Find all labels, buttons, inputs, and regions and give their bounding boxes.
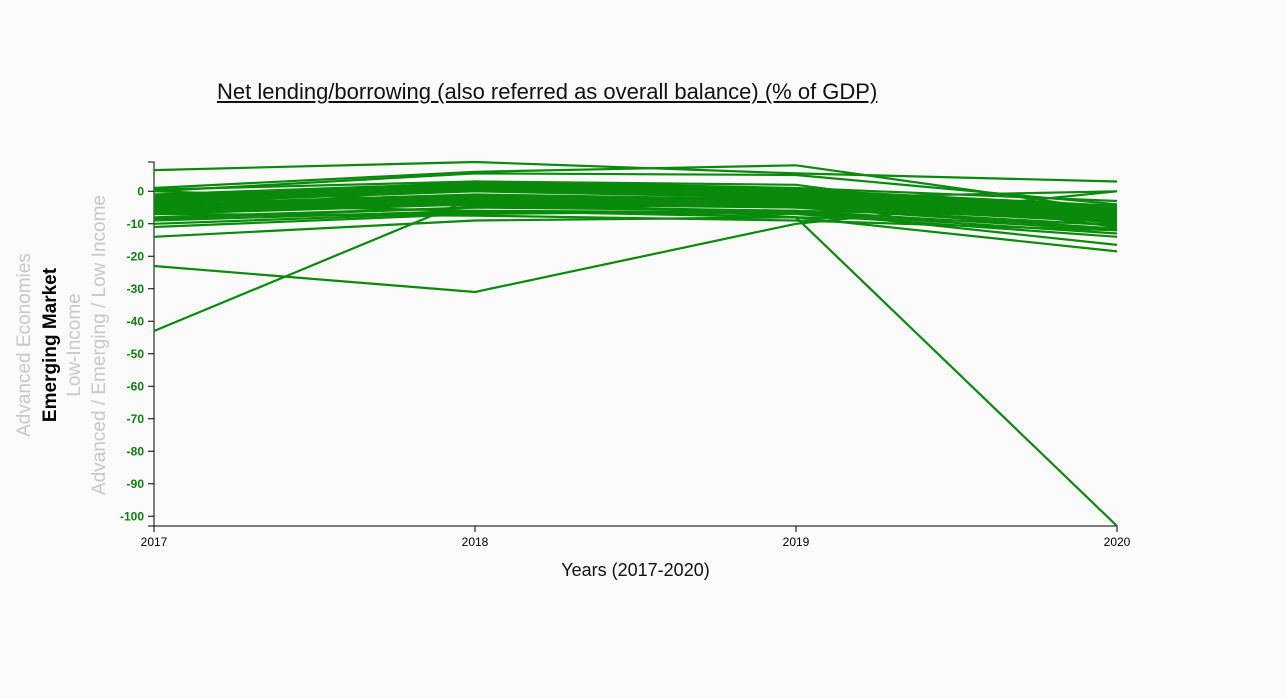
series-line-3 (153, 172, 1118, 206)
series-line-22 (153, 185, 1118, 211)
y-tick-label: -100 (120, 509, 144, 523)
series-line-23 (153, 183, 1118, 209)
y-tick-label: -60 (127, 379, 145, 393)
y-tick-label: -80 (127, 444, 145, 458)
x-axis-line (153, 525, 1118, 532)
series-line-1 (153, 160, 1118, 183)
y-option-advanced-economies[interactable]: Advanced Economies (14, 253, 35, 437)
y-tick-label: -70 (127, 412, 145, 426)
chart-title: Net lending/borrowing (also referred as … (217, 79, 878, 104)
y-tick-label: -20 (127, 249, 145, 263)
x-tick-label: 2017 (141, 535, 168, 549)
y-tick-label: -10 (127, 217, 145, 231)
y-tick-label: -30 (127, 282, 145, 296)
series-line-26 (153, 203, 1118, 225)
y-option-advanced-emerging-low-income[interactable]: Advanced / Emerging / Low Income (89, 195, 110, 495)
series-line-27 (153, 212, 1118, 232)
y-tick-label: -90 (127, 477, 145, 491)
y-tick-label: 0 (137, 184, 144, 198)
x-tick-label: 2019 (783, 535, 810, 549)
x-axis: 2017 2018 2019 2020 (141, 525, 1131, 549)
y-axis: 0 -10 -20 -30 -40 -50 -60 -70 -80 -90 -100 (120, 161, 155, 527)
series-line-6 (153, 196, 1118, 527)
x-axis-label: Years (2017-2020) (561, 560, 709, 580)
x-tick-label: 2018 (462, 535, 489, 549)
series-line-2 (153, 164, 1118, 212)
series-lines (153, 160, 1118, 527)
series-line-18 (153, 193, 1118, 217)
y-axis-line (148, 161, 155, 527)
series-line-30 (153, 203, 1118, 220)
y-option-emerging-market[interactable]: Emerging Market (40, 267, 61, 422)
y-tick-label: -50 (127, 347, 145, 361)
series-line-29 (153, 190, 1118, 203)
series-line-24 (153, 181, 1118, 207)
y-tick-label: -40 (127, 314, 145, 328)
series-line-28 (153, 196, 1118, 219)
y-axis-selector: Advanced Economies Emerging Market Low-Inc… (14, 195, 110, 495)
series-line-15 (153, 198, 1118, 222)
series-line-21 (153, 186, 1118, 212)
x-tick-label: 2020 (1104, 535, 1131, 549)
y-option-low-income[interactable]: Low-Income (64, 293, 85, 397)
